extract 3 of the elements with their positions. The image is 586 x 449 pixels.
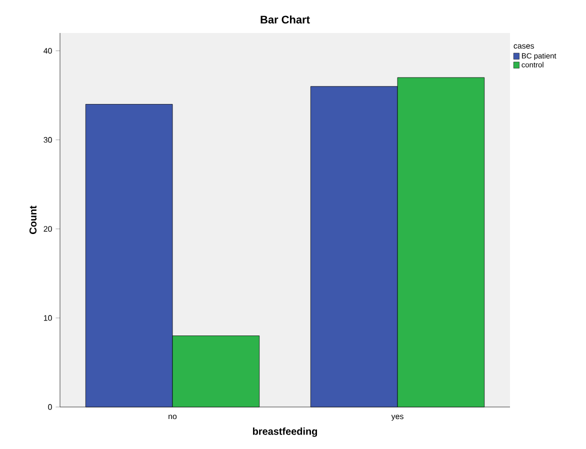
x-axis-title: breastfeeding bbox=[252, 428, 317, 437]
y-axis-title: Count bbox=[29, 206, 37, 234]
chart-title: Bar Chart bbox=[260, 15, 310, 24]
